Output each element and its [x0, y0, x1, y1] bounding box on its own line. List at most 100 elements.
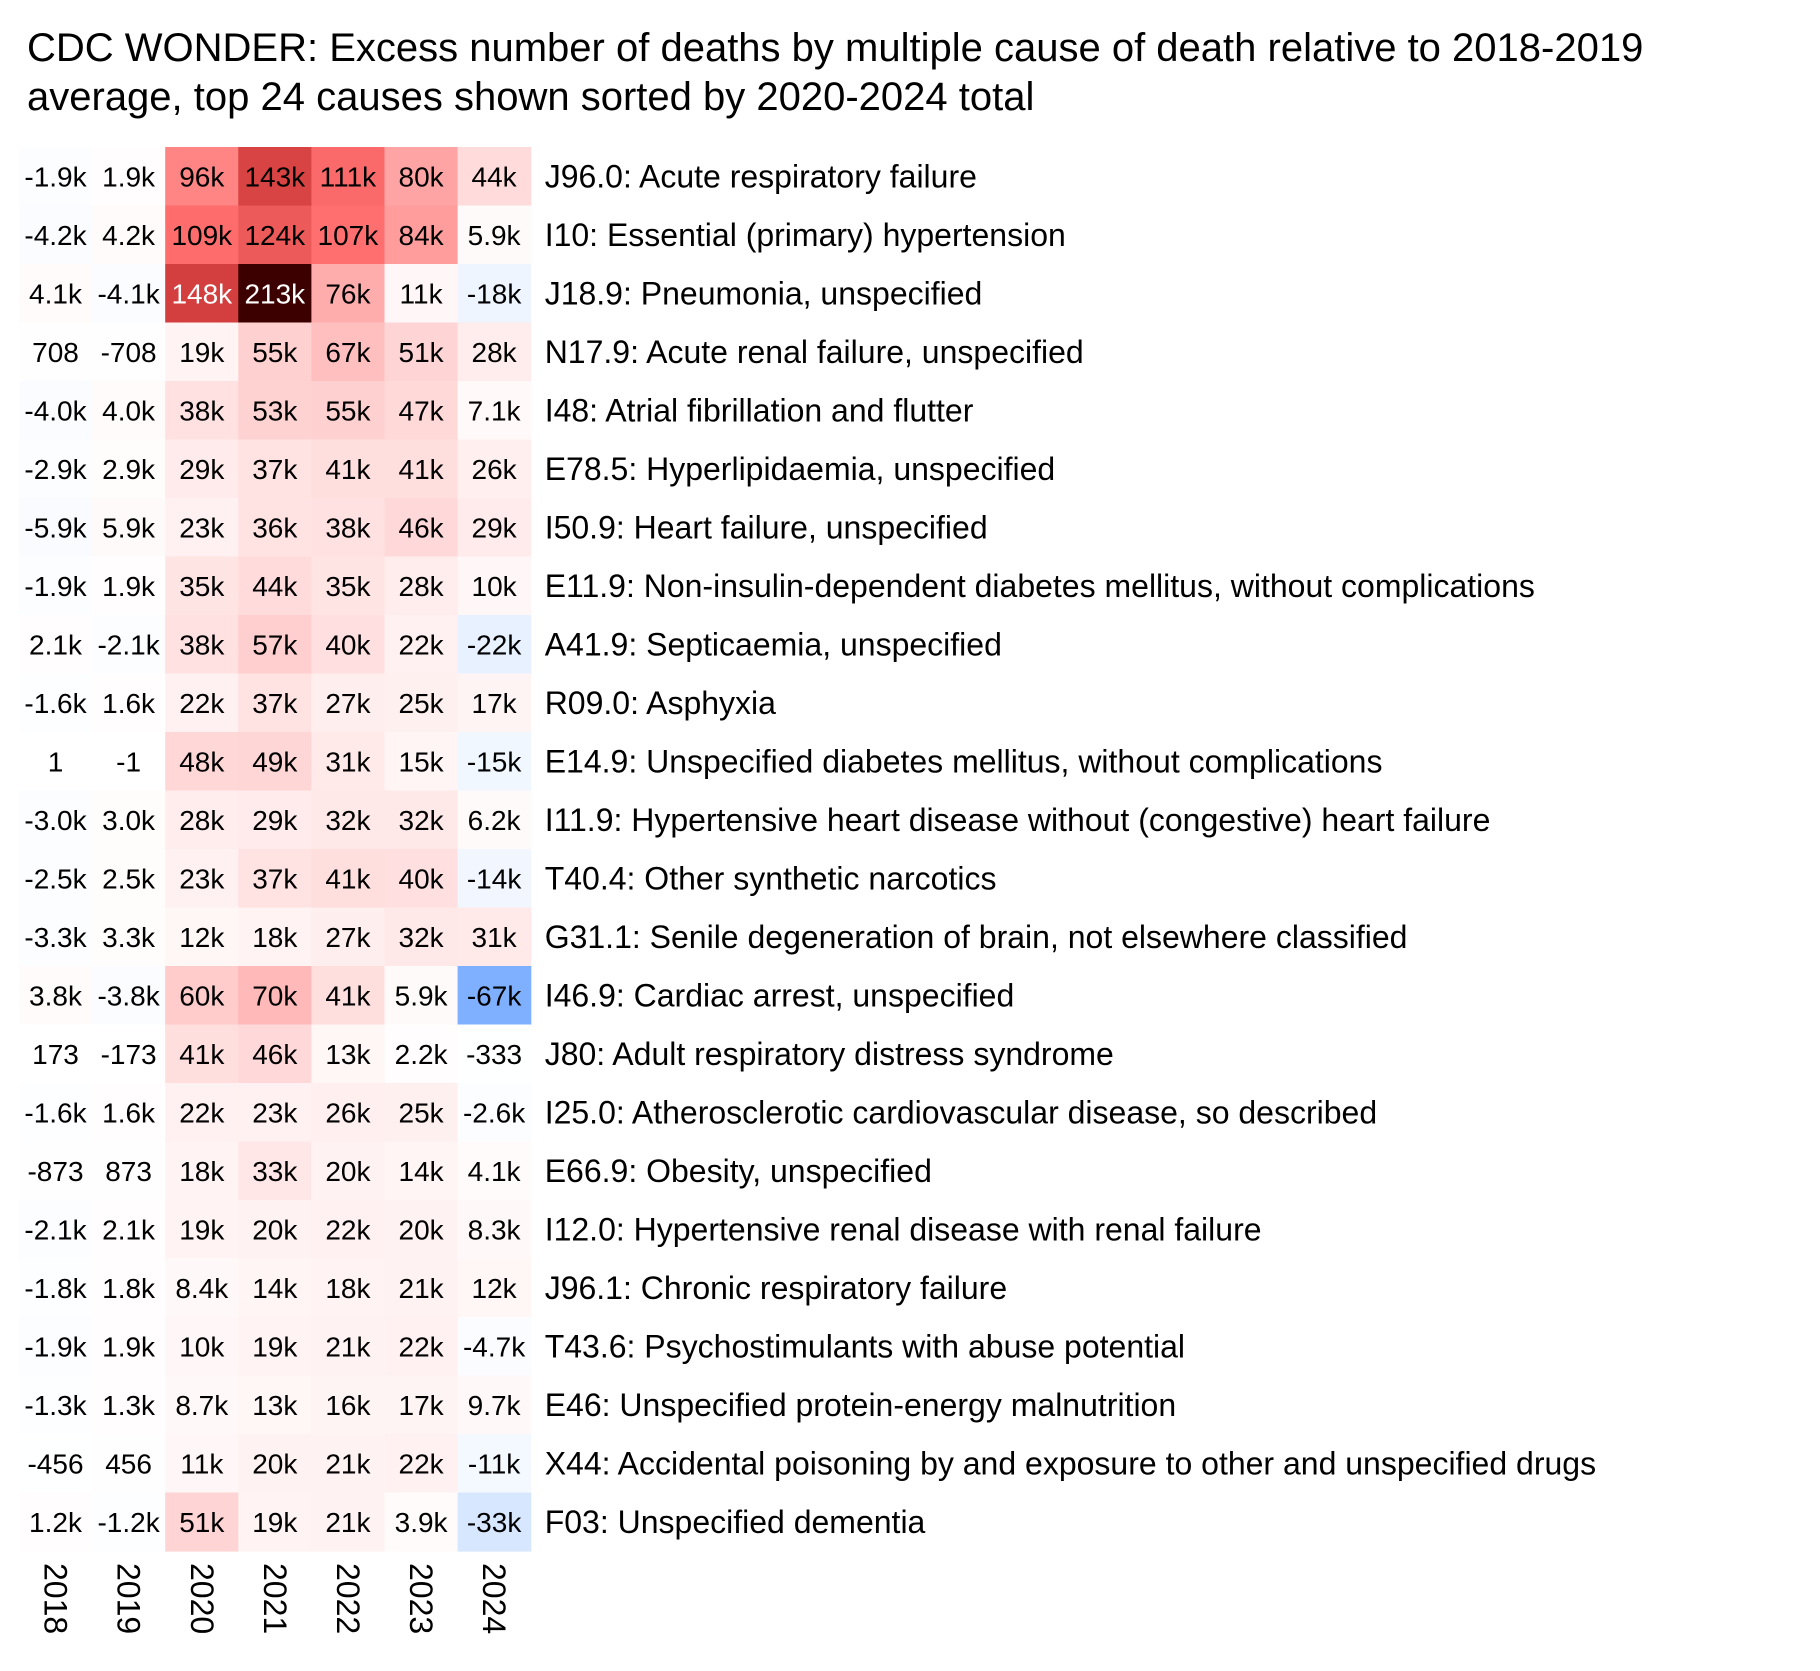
heatmap-cell — [311, 381, 386, 441]
cell-value-label: 16k — [325, 1390, 371, 1421]
cell-value-label: 57k — [252, 629, 298, 660]
cell-value-label: 25k — [399, 1097, 445, 1128]
heatmap-cell — [238, 205, 312, 265]
cell-value-label: 22k — [325, 1214, 371, 1245]
heatmap-cell — [165, 205, 239, 265]
cell-value-label: -708 — [101, 337, 157, 368]
cell-value-label: 3.8k — [29, 980, 83, 1011]
row-label: J96.1: Chronic respiratory failure — [545, 1270, 1007, 1306]
cell-value-label: 41k — [325, 454, 371, 485]
cell-value-label: -1.2k — [97, 1507, 160, 1538]
row-label: I12.0: Hypertensive renal disease with r… — [545, 1211, 1262, 1247]
heatmap-cell — [311, 1141, 386, 1201]
row-label: A41.9: Septicaemia, unspecified — [545, 626, 1002, 662]
cell-value-label: 31k — [472, 922, 518, 953]
heatmap-cell — [19, 966, 93, 1026]
cell-value-label: 1.6k — [102, 1097, 156, 1128]
heatmap-cell — [92, 1200, 166, 1260]
heatmap-cell — [19, 1375, 93, 1435]
cell-value-label: 19k — [252, 1507, 298, 1538]
column-label: 2020 — [184, 1563, 220, 1634]
heatmap-cell — [238, 1258, 312, 1318]
cell-value-label: 38k — [325, 512, 371, 543]
cell-value-label: -3.8k — [97, 980, 160, 1011]
cell-value-label: -4.7k — [463, 1331, 526, 1362]
cell-value-label: -2.9k — [24, 454, 87, 485]
heatmap-cell — [19, 907, 93, 967]
cell-value-label: -15k — [467, 746, 522, 777]
heatmap-cell — [238, 1375, 312, 1435]
heatmap-cell — [384, 790, 459, 850]
cell-value-label: -1.9k — [24, 161, 87, 192]
cell-value-label: 8.4k — [175, 1273, 229, 1304]
cell-value-label: 53k — [252, 395, 298, 426]
row-label: E14.9: Unspecified diabetes mellitus, wi… — [545, 743, 1383, 779]
cell-value-label: 124k — [244, 220, 306, 251]
cell-value-label: 22k — [399, 629, 445, 660]
heatmap-cell — [19, 790, 93, 850]
heatmap-cell — [457, 615, 532, 675]
column-label: 2022 — [330, 1563, 366, 1634]
chart-title: CDC WONDER: Excess number of deaths by m… — [27, 26, 1644, 119]
heatmap-cell — [165, 673, 239, 733]
heatmap-cell — [384, 264, 459, 324]
cell-value-label: 19k — [179, 337, 225, 368]
heatmap-cell — [19, 556, 93, 616]
heatmap-cell — [384, 1317, 459, 1377]
cell-value-label: -33k — [467, 1507, 522, 1538]
cell-value-label: 20k — [252, 1448, 298, 1479]
heatmap-cell — [384, 147, 459, 207]
row-label: T40.4: Other synthetic narcotics — [545, 860, 997, 896]
heatmap-cell — [457, 1317, 532, 1377]
cell-value-label: 13k — [325, 1039, 371, 1070]
heatmap-cell — [92, 615, 166, 675]
heatmap-cell — [92, 1083, 166, 1143]
heatmap-cell — [92, 381, 166, 441]
heatmap-cell — [238, 556, 312, 616]
heatmap-cell — [19, 1258, 93, 1318]
heatmap-cell — [165, 1141, 239, 1201]
cell-value-label: 107k — [318, 220, 380, 251]
row-label: E78.5: Hyperlipidaemia, unspecified — [545, 451, 1056, 487]
heatmap-cell — [19, 205, 93, 265]
cell-value-label: -4.1k — [97, 278, 160, 309]
cell-value-label: 5.9k — [102, 512, 156, 543]
heatmap-cell — [384, 205, 459, 265]
cell-value-label: 20k — [252, 1214, 298, 1245]
cell-value-label: 23k — [179, 863, 225, 894]
row-label: I25.0: Atherosclerotic cardiovascular di… — [545, 1094, 1377, 1130]
cell-value-label: 27k — [325, 922, 371, 953]
heatmap-cell — [384, 615, 459, 675]
heatmap-cell — [457, 498, 532, 558]
heatmap-cell — [92, 322, 166, 382]
cell-value-label: 21k — [325, 1507, 371, 1538]
heatmap-cell — [92, 849, 166, 909]
heatmap-cell — [92, 498, 166, 558]
cell-value-label: 18k — [325, 1273, 371, 1304]
cell-value-label: 25k — [399, 688, 445, 719]
heatmap-cell — [165, 907, 239, 967]
heatmap-cell — [457, 966, 532, 1026]
cell-value-label: 1.9k — [102, 1331, 156, 1362]
heatmap-cell — [384, 556, 459, 616]
cell-value-label: -4.2k — [24, 220, 87, 251]
cell-value-label: 51k — [399, 337, 445, 368]
heatmap-cell — [19, 1083, 93, 1143]
cell-value-label: 17k — [399, 1390, 445, 1421]
heatmap-cell — [165, 966, 239, 1026]
cell-value-label: 2.1k — [29, 629, 83, 660]
heatmap-cell — [92, 966, 166, 1026]
cell-value-label: 44k — [472, 161, 518, 192]
cell-value-label: 173 — [32, 1039, 79, 1070]
heatmap-cell — [19, 264, 93, 324]
heatmap-cell — [384, 1258, 459, 1318]
cell-value-label: -3.3k — [24, 922, 87, 953]
heatmap-cell — [165, 790, 239, 850]
cell-value-label: 96k — [179, 161, 225, 192]
column-label: 2024 — [476, 1563, 512, 1634]
cell-value-label: 44k — [252, 571, 298, 602]
heatmap-cell — [238, 322, 312, 382]
heatmap-cell — [384, 1434, 459, 1494]
heatmap-cell — [92, 1434, 166, 1494]
heatmap-cell — [238, 673, 312, 733]
